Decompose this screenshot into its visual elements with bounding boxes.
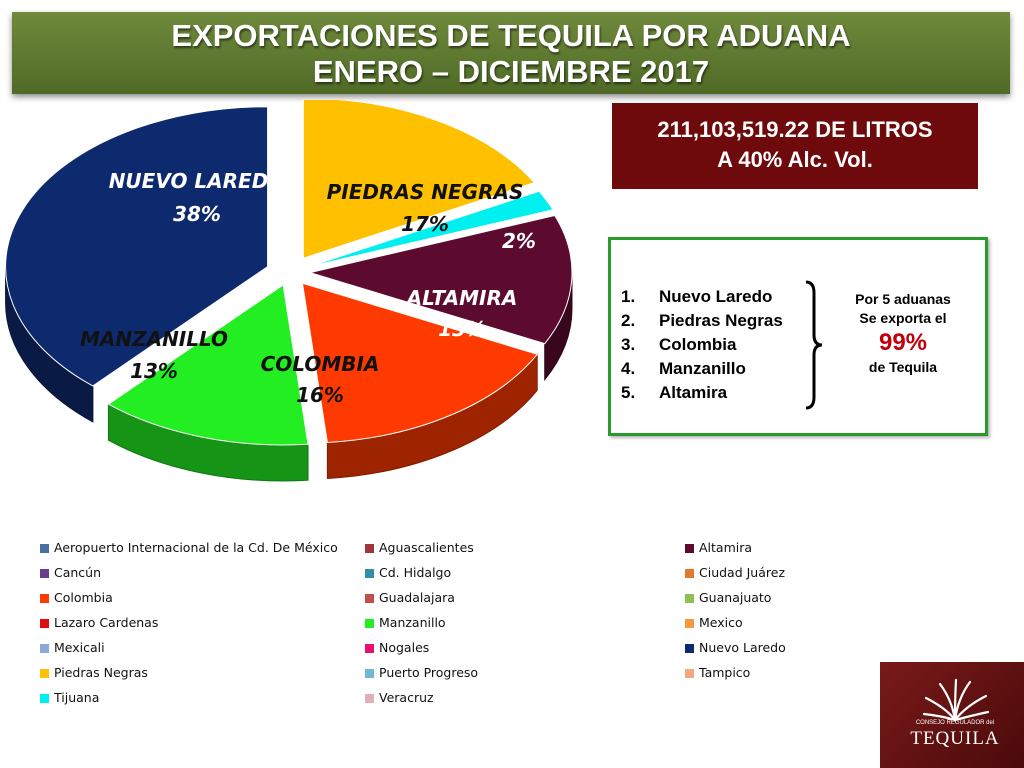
list-item: 3. Colombia xyxy=(621,335,737,354)
slice-value-label: 38% xyxy=(173,202,221,226)
note-line-1: Por 5 aduanas xyxy=(855,291,951,307)
legend-swatch xyxy=(365,619,374,628)
slice-value-label: 13% xyxy=(130,359,178,383)
top-aduanas-list: 1. Nuevo Laredo 2. Piedras Negras 3. Colomb… xyxy=(621,285,783,405)
legend-label: Nuevo Laredo xyxy=(699,640,786,655)
brace-icon xyxy=(805,280,823,410)
legend-label: Mexico xyxy=(699,615,743,630)
legend-label: Cancún xyxy=(54,565,102,580)
legend-swatch xyxy=(685,544,694,553)
pie-slice-piedras-negras xyxy=(302,100,536,259)
legend-swatch xyxy=(365,594,374,603)
slice-label: COLOMBIA xyxy=(261,352,380,376)
legend-label: Tampico xyxy=(699,665,751,680)
legend-label: Puerto Progreso xyxy=(379,665,479,680)
title-line-2: ENERO – DICIEMBRE 2017 xyxy=(312,54,710,89)
legend-swatch xyxy=(40,544,49,553)
logo-name: TEQUILA xyxy=(910,728,1000,749)
legend-swatch xyxy=(685,644,694,653)
legend-swatch xyxy=(40,569,49,578)
legend-label: Aeropuerto Internacional de la Cd. De Mé… xyxy=(54,540,338,555)
legend-label: Veracruz xyxy=(379,690,434,705)
legend-swatch xyxy=(365,669,374,678)
legend-swatch xyxy=(685,619,694,628)
list-item: 1. Nuevo Laredo xyxy=(621,287,773,306)
title-line-1: EXPORTACIONES DE TEQUILA POR ADUANA xyxy=(171,18,851,53)
legend-swatch xyxy=(685,669,694,678)
legend-swatch xyxy=(365,569,374,578)
title-banner: EXPORTACIONES DE TEQUILA POR ADUANA ENER… xyxy=(12,12,1010,94)
legend-swatch xyxy=(40,669,49,678)
total-liters-box: 211,103,519.22 DE LITROS A 40% Alc. Vol. xyxy=(612,103,978,189)
legend-label: Altamira xyxy=(699,540,753,555)
agave-icon xyxy=(922,678,990,722)
legend-label: Nogales xyxy=(379,640,430,655)
legend-swatch xyxy=(685,594,694,603)
legend-swatch xyxy=(40,594,49,603)
total-alcohol: A 40% Alc. Vol. xyxy=(717,147,873,172)
slice-value-label: 2% xyxy=(502,229,536,253)
total-liters: 211,103,519.22 DE LITROS xyxy=(657,117,933,142)
legend-label: Tijuana xyxy=(54,690,100,705)
note-line-3: de Tequila xyxy=(868,359,938,375)
legend-swatch xyxy=(40,644,49,653)
legend-label: Guadalajara xyxy=(379,590,455,605)
slice-value-label: 16% xyxy=(296,383,344,407)
slice-value-label: 13% xyxy=(438,317,486,341)
slice-value-label: 17% xyxy=(401,212,449,236)
list-item: 2. Piedras Negras xyxy=(621,311,783,330)
list-item: 4. Manzanillo xyxy=(621,359,746,378)
pie-slice-colombia xyxy=(301,282,539,444)
legend-swatch xyxy=(40,694,49,703)
tequila-logo: CONSEJO REGULADOR del TEQUILA xyxy=(900,676,1010,760)
summary-note: Por 5 aduanas Se exporta el 99% de Tequi… xyxy=(833,290,973,377)
legend-swatch xyxy=(365,644,374,653)
legend-label: Aguascalientes xyxy=(379,540,474,555)
list-item: 5. Altamira xyxy=(621,383,728,402)
legend-label: Cd. Hidalgo xyxy=(379,565,452,580)
logo-subtitle: CONSEJO REGULADOR del xyxy=(915,720,995,726)
slice-label: MANZANILLO xyxy=(80,327,228,351)
pie-slice-tijuana xyxy=(308,190,554,268)
note-line-2: Se exporta el xyxy=(859,310,947,326)
legend-label: Lazaro Cardenas xyxy=(54,615,159,630)
legend-label: Guanajuato xyxy=(699,590,772,605)
legend-label: Piedras Negras xyxy=(54,665,148,680)
legend-label: Manzanillo xyxy=(379,615,446,630)
legend-label: Mexicali xyxy=(54,640,105,655)
top-aduanas-box: 1. Nuevo Laredo 2. Piedras Negras 3. Colomb… xyxy=(608,237,988,436)
legend-label: Colombia xyxy=(54,590,113,605)
pie-chart: NUEVO LAREDO 38% PIEDRAS NEGRAS 17% 2% ALTAMI… xyxy=(5,100,573,482)
pie-slice-manzanillo xyxy=(107,284,309,446)
pie-slice-altamira xyxy=(308,214,573,345)
legend-label: Ciudad Juárez xyxy=(699,565,786,580)
legend-swatch xyxy=(365,544,374,553)
slice-label: ALTAMIRA xyxy=(405,286,518,310)
slice-label: PIEDRAS NEGRAS xyxy=(327,180,524,204)
note-percent: 99% xyxy=(878,329,928,356)
legend-swatch xyxy=(685,569,694,578)
legend-swatch xyxy=(365,694,374,703)
pie-slice-nuevo-laredo xyxy=(5,106,269,387)
legend-swatch xyxy=(40,619,49,628)
slice-label: NUEVO LAREDO xyxy=(109,169,286,193)
